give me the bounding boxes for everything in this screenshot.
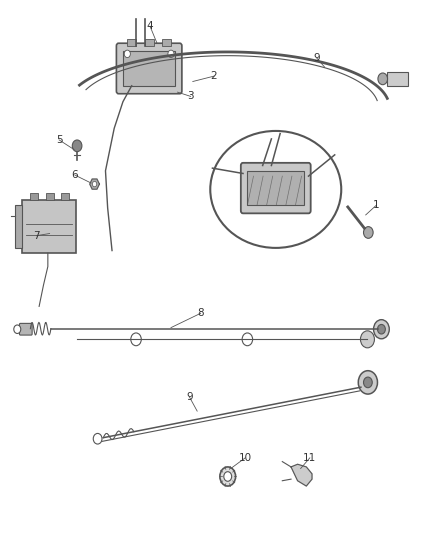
Circle shape	[168, 50, 174, 58]
FancyBboxPatch shape	[241, 163, 311, 213]
Circle shape	[131, 333, 141, 346]
Circle shape	[242, 333, 253, 346]
Text: 10: 10	[239, 453, 252, 463]
Circle shape	[124, 50, 131, 58]
Bar	[162, 39, 171, 46]
Text: 5: 5	[56, 135, 63, 145]
Text: 9: 9	[314, 53, 320, 63]
Circle shape	[224, 472, 232, 481]
Bar	[387, 72, 408, 86]
Circle shape	[360, 331, 374, 348]
Bar	[123, 51, 175, 86]
Circle shape	[358, 370, 378, 394]
Bar	[21, 200, 76, 253]
Circle shape	[92, 181, 97, 187]
Ellipse shape	[210, 131, 341, 248]
Circle shape	[72, 140, 82, 152]
Text: 6: 6	[71, 170, 78, 180]
Circle shape	[93, 433, 102, 444]
Bar	[61, 193, 69, 200]
FancyBboxPatch shape	[117, 43, 182, 94]
Text: 1: 1	[373, 200, 379, 211]
Circle shape	[364, 227, 373, 238]
Bar	[145, 39, 153, 46]
Text: 3: 3	[187, 91, 194, 101]
Circle shape	[374, 320, 389, 339]
Text: 8: 8	[198, 308, 204, 318]
Bar	[247, 171, 304, 205]
Polygon shape	[90, 179, 99, 189]
Circle shape	[14, 325, 21, 334]
Polygon shape	[291, 464, 312, 486]
Text: 11: 11	[303, 453, 316, 463]
Circle shape	[220, 467, 236, 486]
Circle shape	[364, 377, 372, 387]
Bar	[127, 39, 136, 46]
Bar	[15, 205, 21, 248]
Text: 7: 7	[33, 231, 40, 241]
Bar	[46, 193, 53, 200]
Circle shape	[378, 73, 388, 85]
Bar	[30, 193, 38, 200]
Text: 2: 2	[210, 71, 217, 81]
Text: 4: 4	[147, 21, 153, 31]
Circle shape	[378, 325, 385, 334]
Text: 9: 9	[186, 392, 193, 402]
FancyBboxPatch shape	[19, 324, 32, 335]
